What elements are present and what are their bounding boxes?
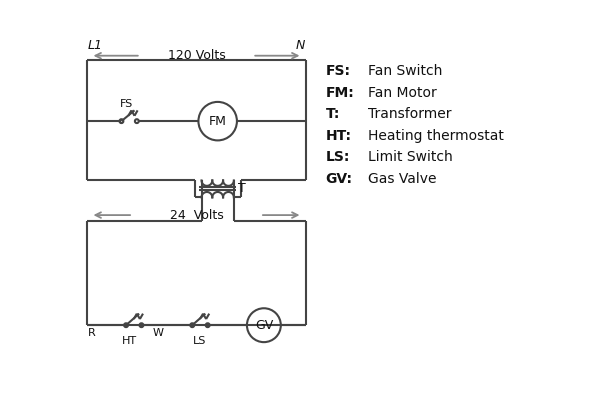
Text: 24  Volts: 24 Volts [170,208,224,222]
Text: R: R [88,328,96,338]
Text: T: T [238,182,246,195]
Text: LS:: LS: [326,150,350,164]
Text: N: N [296,39,304,52]
Text: Gas Valve: Gas Valve [368,172,437,186]
Text: Limit Switch: Limit Switch [368,150,453,164]
Text: 120 Volts: 120 Volts [168,49,225,62]
Text: FM:: FM: [326,86,354,100]
Text: Heating thermostat: Heating thermostat [368,129,504,143]
Text: Fan Motor: Fan Motor [368,86,437,100]
Text: LS: LS [194,336,206,346]
Text: HT:: HT: [326,129,352,143]
Text: GV:: GV: [326,172,352,186]
Text: T:: T: [326,107,340,121]
Text: FM: FM [209,115,227,128]
Text: GV: GV [255,319,273,332]
Text: Fan Switch: Fan Switch [368,64,442,78]
Text: W: W [152,328,163,338]
Text: Transformer: Transformer [368,107,451,121]
Text: FS:: FS: [326,64,350,78]
Text: FS: FS [120,99,133,109]
Text: HT: HT [122,336,137,346]
Text: L1: L1 [87,39,103,52]
